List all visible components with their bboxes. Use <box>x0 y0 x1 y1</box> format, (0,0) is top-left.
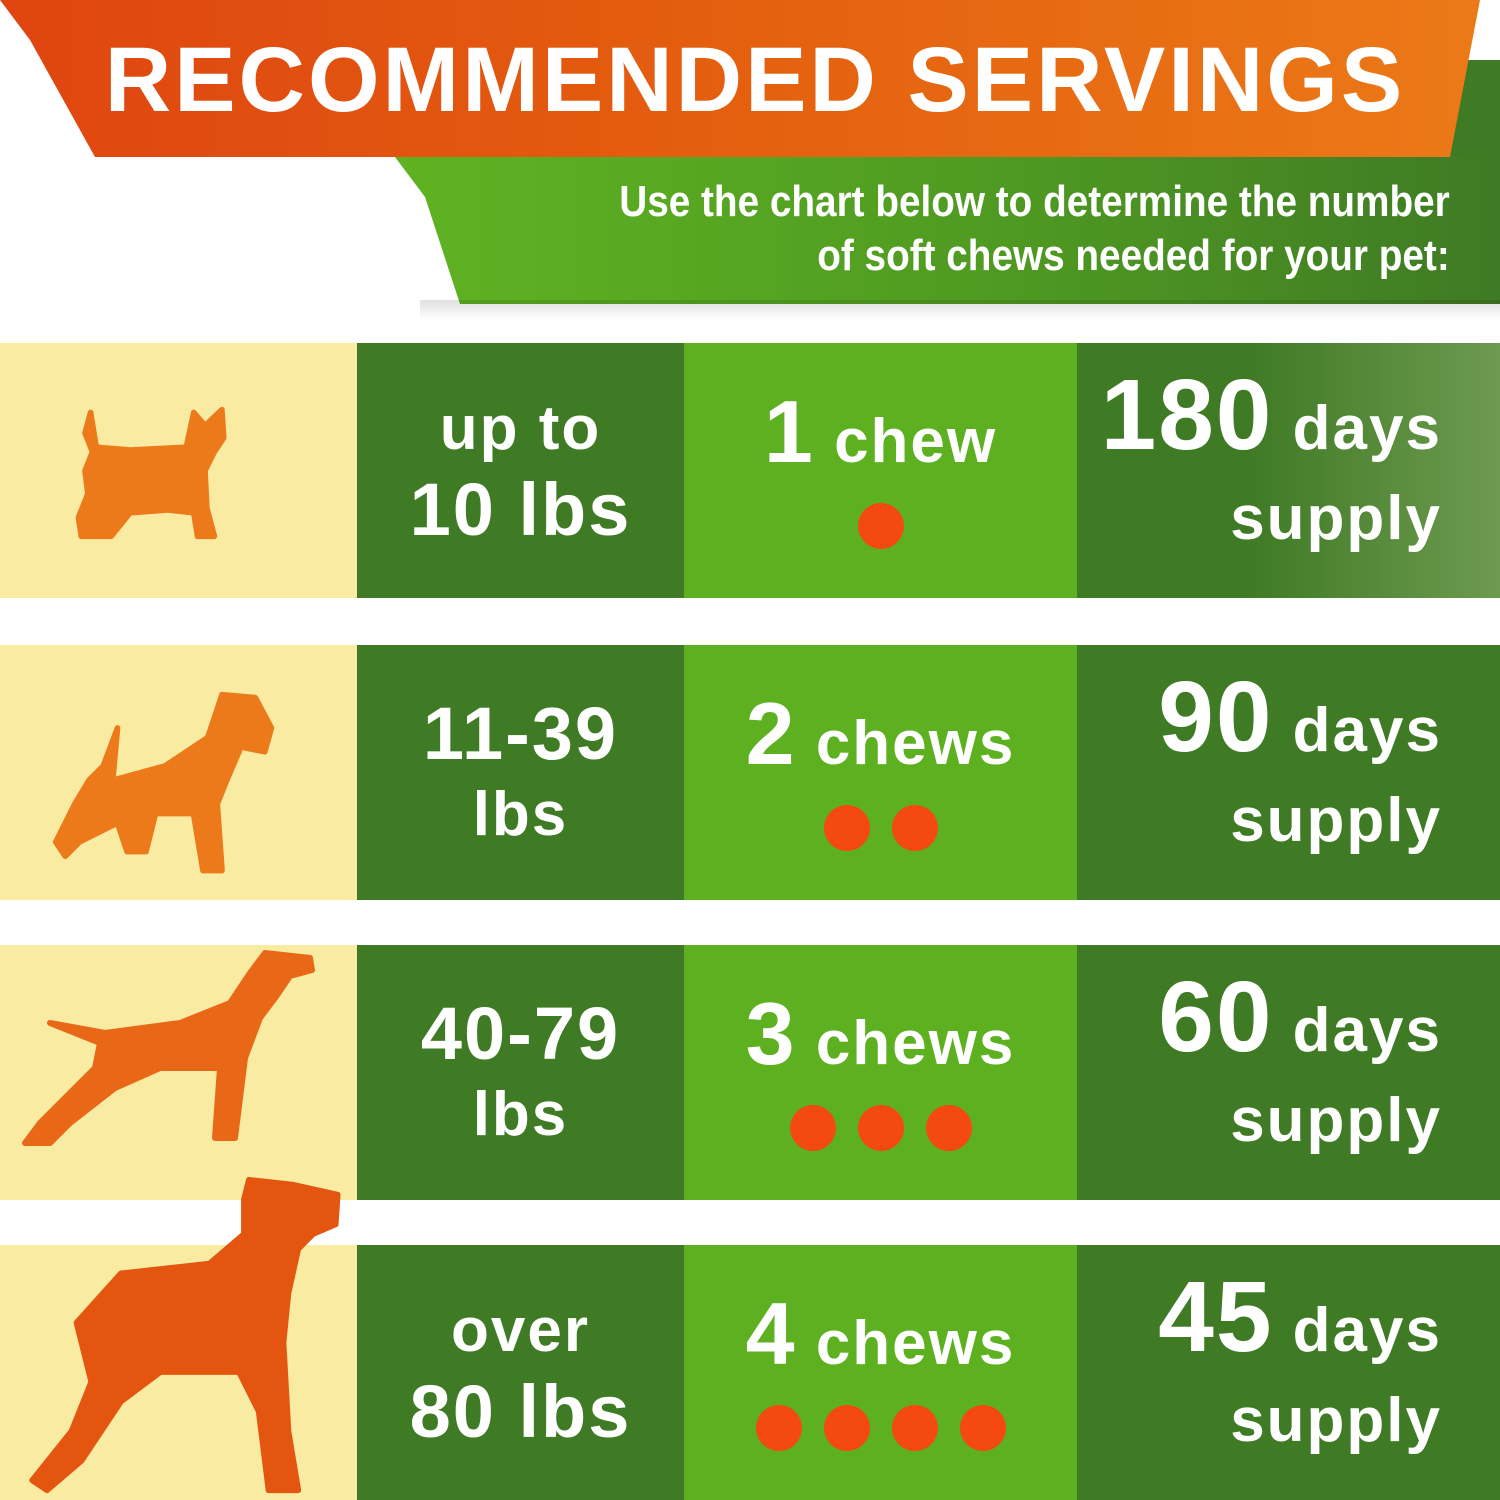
weight-line-2: lbs <box>472 1079 569 1149</box>
chews-label: 4 chews <box>684 1283 1077 1385</box>
supply-label: supply <box>1230 1386 1442 1455</box>
days-number: 90 <box>1158 661 1274 773</box>
chew-dots <box>684 503 1077 549</box>
chew-dots <box>684 1405 1077 1451</box>
great-dane-dog-icon <box>29 1176 341 1494</box>
chews-cell: 3 chews <box>684 945 1077 1200</box>
dog-silhouette <box>75 406 227 540</box>
title-banner <box>0 0 1480 157</box>
days-label: 45 days <box>1158 1267 1442 1381</box>
supply-label: supply <box>1230 1086 1442 1155</box>
chews-cell: 4 chews <box>684 1245 1077 1500</box>
chews-unit: chew <box>834 407 998 476</box>
weight-cell: 11-39 lbs <box>357 645 684 900</box>
serving-row: up to 10 lbs 1 chew 180 days supply <box>0 343 1500 598</box>
days-number: 60 <box>1158 961 1274 1073</box>
days-label: 90 days <box>1158 667 1442 781</box>
dog-cell <box>0 945 357 1200</box>
days-unit: days <box>1292 394 1442 463</box>
supply-label: supply <box>1230 786 1442 855</box>
days-number: 180 <box>1100 359 1274 471</box>
dog-silhouette <box>52 691 275 874</box>
subtitle-banner <box>395 157 1500 304</box>
chews-label: 1 chew <box>684 381 1077 483</box>
chews-label: 2 chews <box>684 683 1077 785</box>
weight-line-1: over <box>451 1295 590 1365</box>
days-label: 180 days <box>1101 365 1442 479</box>
weight-line-2: 10 lbs <box>409 467 632 551</box>
chew-dot <box>823 805 870 851</box>
subtitle-line-1: Use the chart below to determine the num… <box>619 177 1450 226</box>
weight-line-1: 40-79 <box>420 991 621 1075</box>
weight-line-2: lbs <box>472 779 569 849</box>
days-unit: days <box>1292 1296 1442 1365</box>
page-title: RECOMMENDED SERVINGS <box>104 29 1406 131</box>
chew-dots <box>684 1105 1077 1151</box>
chews-cell: 1 chew <box>684 343 1077 598</box>
chew-dot <box>925 1105 972 1151</box>
supply-cell: 45 days supply <box>1077 1245 1500 1500</box>
subtitle-line-2: of soft chews needed for your pet: <box>817 231 1451 280</box>
supply-cell: 90 days supply <box>1077 645 1500 900</box>
banner-shadow <box>420 300 1500 320</box>
chews-number: 1 <box>763 382 815 481</box>
weight-cell: 40-79 lbs <box>357 945 684 1200</box>
small-dog-icon <box>75 406 227 540</box>
chews-label: 3 chews <box>684 983 1077 1085</box>
subtitle: Use the chart below to determine the num… <box>620 175 1450 283</box>
chew-dot <box>857 503 904 549</box>
serving-row: 40-79 lbs 3 chews 60 days supply <box>0 945 1500 1200</box>
dog-silhouette <box>22 950 315 1146</box>
days-unit: days <box>1292 996 1442 1065</box>
chew-dot <box>823 1405 870 1451</box>
supply-cell: 60 days supply <box>1077 945 1500 1200</box>
chew-dot <box>891 805 938 851</box>
chews-number: 3 <box>745 984 797 1083</box>
chew-dot <box>755 1405 802 1451</box>
supply-label: supply <box>1230 484 1442 553</box>
chews-unit: chews <box>815 1009 1016 1078</box>
days-unit: days <box>1292 696 1442 765</box>
days-number: 45 <box>1158 1261 1274 1373</box>
serving-row: 11-39 lbs 2 chews 90 days supply <box>0 645 1500 900</box>
chew-dot <box>789 1105 836 1151</box>
chews-unit: chews <box>815 1309 1016 1378</box>
weight-line-1: up to <box>439 393 602 463</box>
chews-number: 2 <box>745 684 797 783</box>
days-label: 60 days <box>1158 967 1442 1081</box>
chew-dot <box>891 1405 938 1451</box>
chews-number: 4 <box>745 1284 797 1383</box>
serving-row: over 80 lbs 4 chews 45 days supply <box>0 1245 1500 1500</box>
chew-dots <box>684 805 1077 851</box>
weight-line-2: 80 lbs <box>409 1369 632 1453</box>
weight-cell: over 80 lbs <box>357 1245 684 1500</box>
pointer-dog-icon <box>22 950 315 1146</box>
terrier-dog-icon <box>52 691 275 874</box>
chew-dot <box>959 1405 1006 1451</box>
weight-line-1: 11-39 <box>422 691 619 775</box>
chews-cell: 2 chews <box>684 645 1077 900</box>
chews-unit: chews <box>815 709 1016 778</box>
weight-cell: up to 10 lbs <box>357 343 684 598</box>
chew-dot <box>857 1105 904 1151</box>
supply-cell: 180 days supply <box>1077 343 1500 598</box>
dog-silhouette <box>29 1176 341 1494</box>
